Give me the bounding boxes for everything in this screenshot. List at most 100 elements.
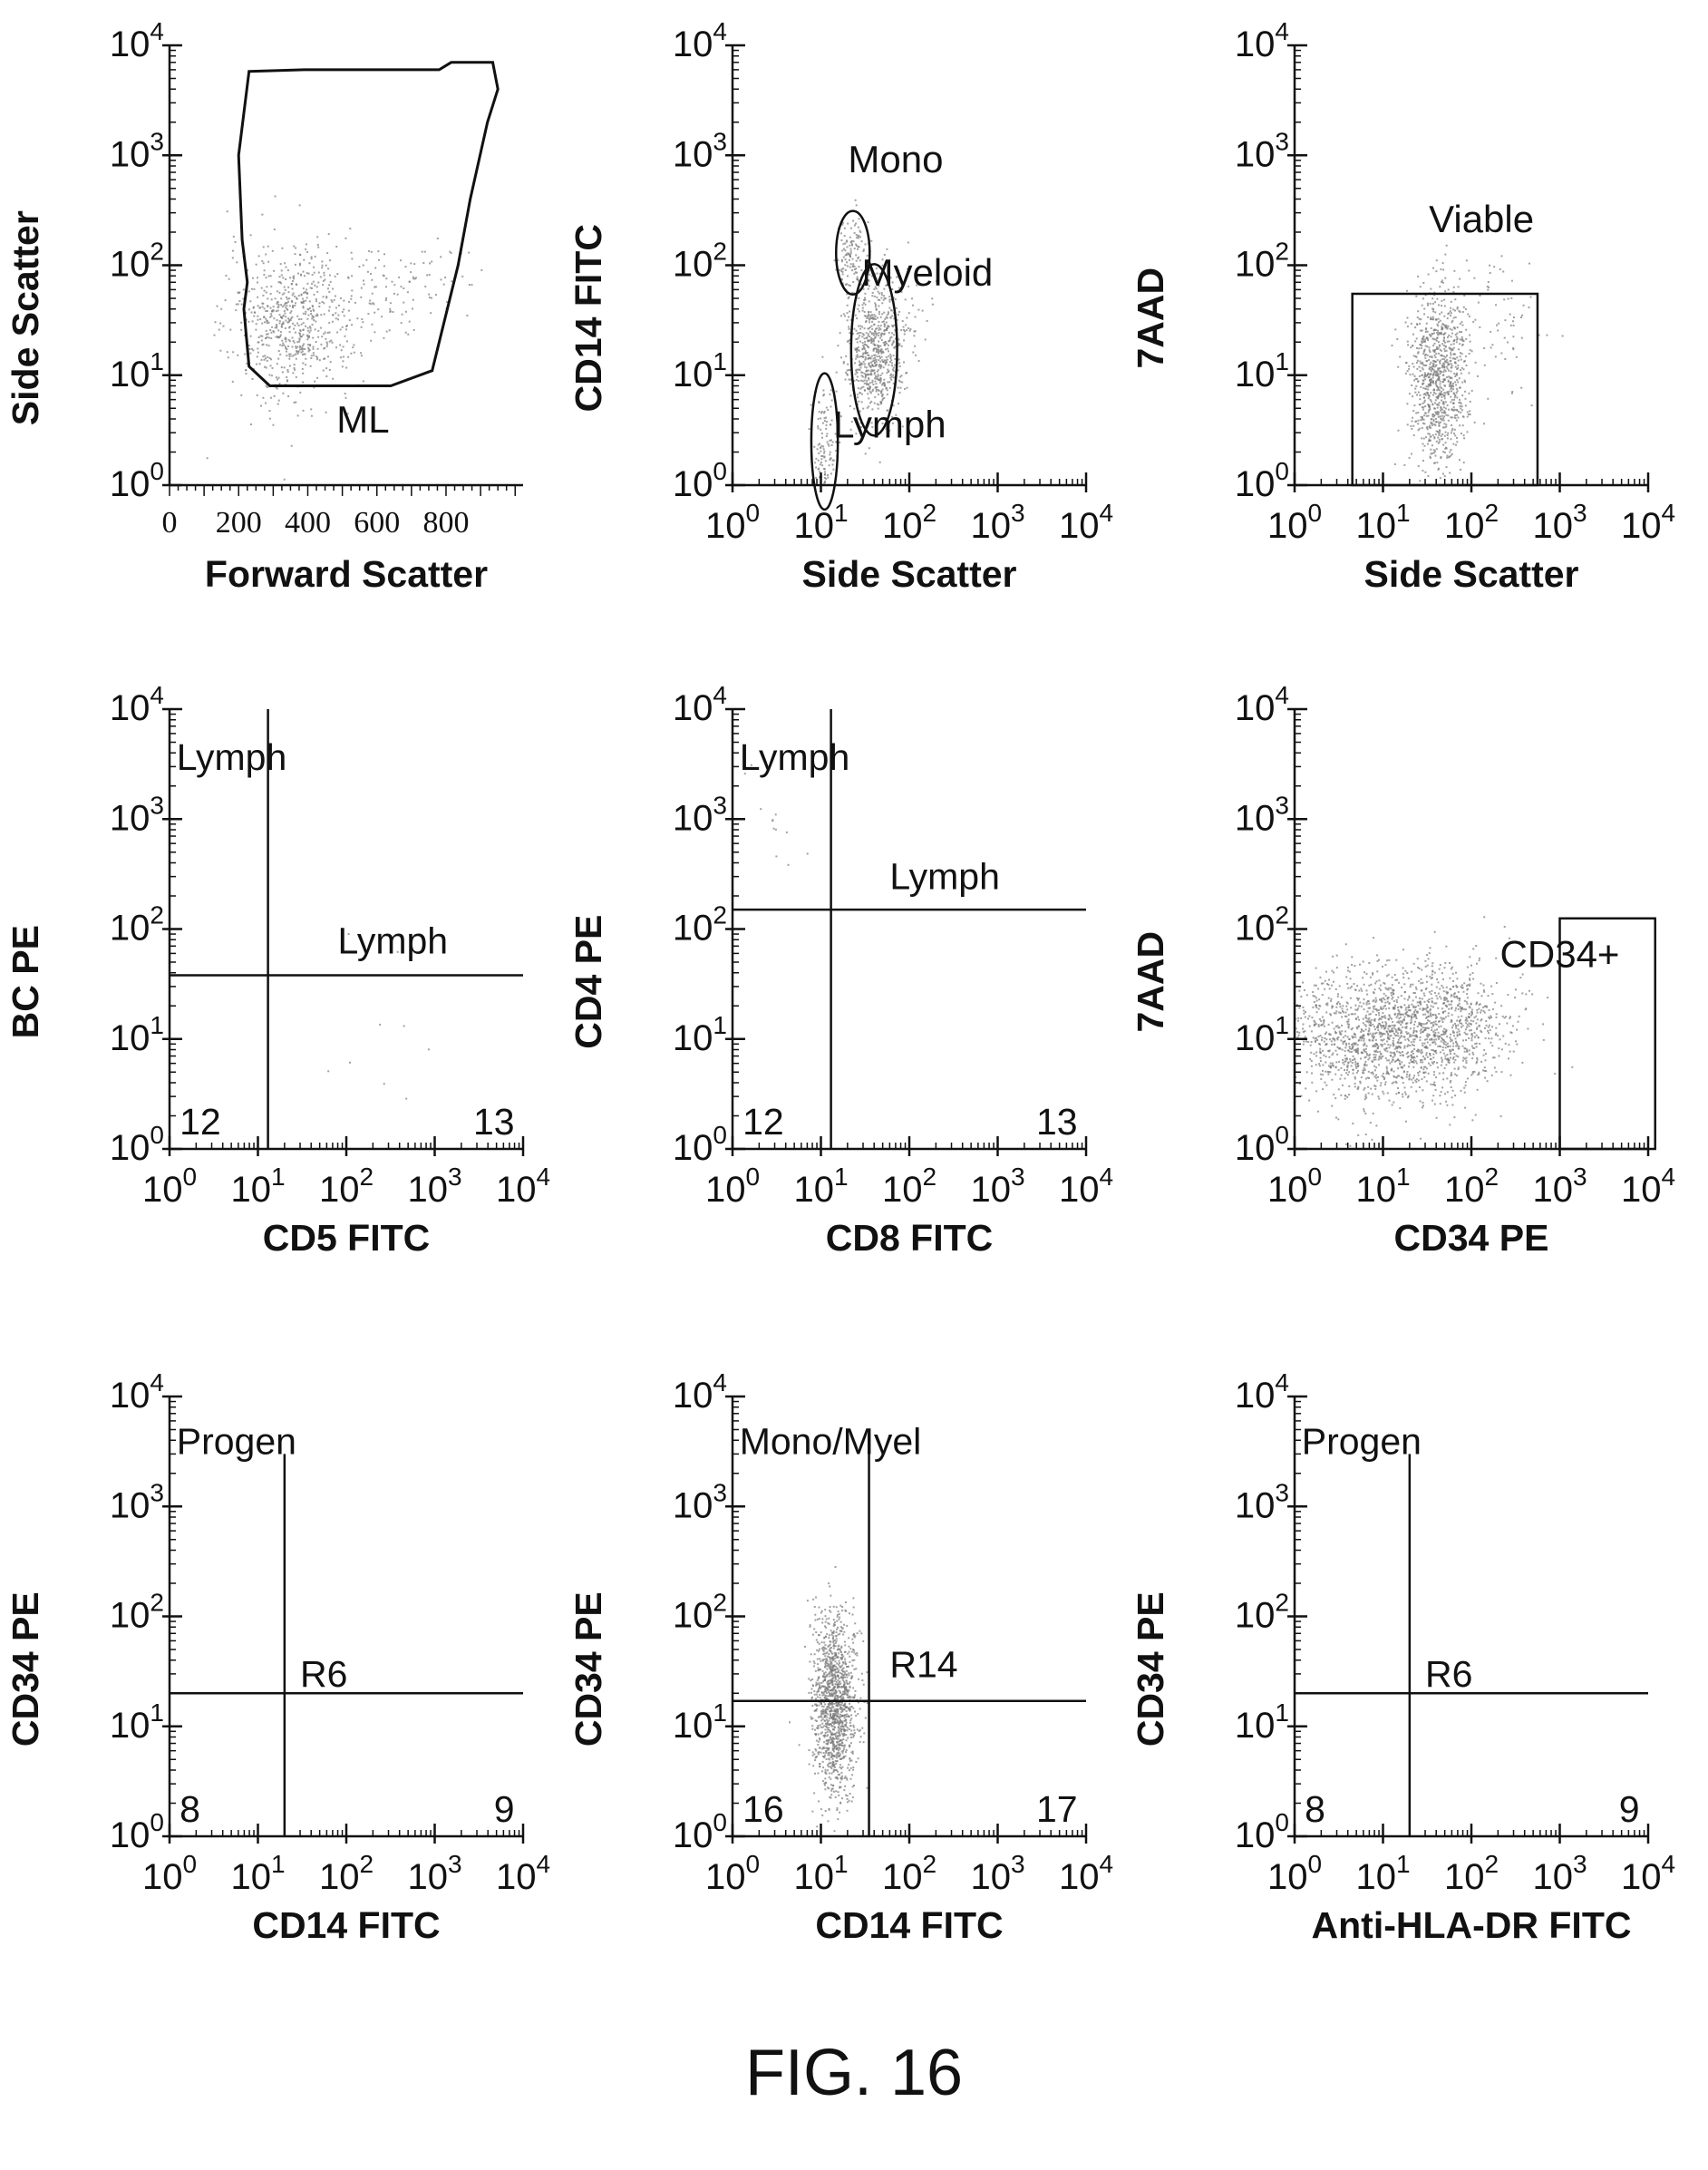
scatter-point <box>1331 1104 1334 1107</box>
scatter-point <box>1447 414 1450 417</box>
scatter-point <box>1427 273 1430 276</box>
scatter-point <box>888 331 890 334</box>
scatter-point <box>1459 468 1461 471</box>
scatter-point <box>1411 1003 1413 1006</box>
scatter-point <box>877 348 879 351</box>
scatter-point <box>383 336 385 339</box>
scatter-point <box>1419 370 1422 372</box>
scatter-point <box>1347 1026 1350 1027</box>
scatter-point <box>1388 1015 1391 1017</box>
scatter-point <box>849 339 851 342</box>
scatter-point <box>1390 1035 1393 1037</box>
scatter-point <box>1382 1007 1384 1010</box>
scatter-point <box>1495 1013 1498 1016</box>
scatter-point <box>1423 349 1426 352</box>
scatter-point <box>1447 1015 1450 1017</box>
scatter-point <box>905 372 907 375</box>
scatter-point <box>1458 309 1461 312</box>
scatter-point <box>876 296 878 298</box>
scatter-point <box>1364 1094 1367 1096</box>
scatter-point <box>1421 375 1423 376</box>
scatter-point <box>1444 1055 1447 1057</box>
scatter-point <box>315 286 318 288</box>
scatter-point <box>332 377 335 380</box>
scatter-point <box>421 250 423 253</box>
scatter-point <box>868 311 869 314</box>
scatter-point <box>1393 1007 1395 1010</box>
scatter-point <box>311 317 314 320</box>
scatter-point <box>887 325 888 327</box>
scatter-point <box>1302 1023 1305 1026</box>
scatter-point <box>1393 1051 1395 1054</box>
scatter-point <box>1322 1023 1325 1026</box>
scatter-point <box>265 402 267 404</box>
scatter-point <box>1372 1032 1374 1035</box>
x-axis-title: Side Scatter <box>1364 553 1579 595</box>
scatter-point <box>1446 1036 1449 1038</box>
scatter-point <box>1439 313 1441 316</box>
scatter-point <box>1397 1008 1400 1011</box>
scatter-point <box>295 353 297 355</box>
scatter-point <box>279 353 282 355</box>
scatter-point <box>1354 1085 1356 1088</box>
scatter-point <box>1431 444 1433 447</box>
scatter-point <box>1325 1038 1328 1041</box>
scatter-point <box>1421 342 1423 344</box>
scatter-point <box>321 301 324 303</box>
scatter-point <box>1430 373 1432 375</box>
scatter-point <box>1383 1033 1386 1036</box>
scatter-point <box>294 253 296 256</box>
scatter-point <box>285 319 287 322</box>
scatter-point <box>260 339 263 342</box>
scatter-point <box>1377 1058 1380 1061</box>
scatter-point <box>1308 1025 1311 1027</box>
scatter-point <box>1397 1087 1399 1089</box>
scatter-point <box>1426 302 1429 305</box>
scatter-point <box>872 343 875 345</box>
scatter-point <box>1440 409 1441 412</box>
scatter-point <box>903 361 905 364</box>
scatter-point <box>1330 999 1332 1002</box>
scatter-point <box>1310 1041 1313 1043</box>
scatter-point <box>1427 1010 1430 1013</box>
scatter-point <box>245 312 247 315</box>
scatter-point <box>894 358 897 360</box>
scatter-point <box>855 355 858 357</box>
scatter-point <box>849 404 851 407</box>
quadrant-label: 13 <box>473 1101 515 1143</box>
scatter-point <box>325 341 328 344</box>
scatter-point <box>289 277 292 279</box>
scatter-point <box>1329 1071 1332 1074</box>
scatter-point <box>1434 383 1437 385</box>
scatter-point <box>1393 1075 1395 1077</box>
scatter-point <box>1438 404 1440 406</box>
scatter-point <box>845 240 848 243</box>
scatter-point <box>1441 1018 1443 1021</box>
scatter-point <box>1368 1024 1371 1027</box>
scatter-point <box>1422 1068 1425 1071</box>
scatter-point <box>872 365 875 367</box>
scatter-point <box>1489 1017 1491 1020</box>
scatter-point <box>869 336 871 338</box>
scatter-point <box>846 246 849 248</box>
scatter-point <box>1516 1028 1519 1031</box>
scatter-point <box>348 300 351 303</box>
scatter-point <box>396 293 399 296</box>
scatter-point <box>1354 1065 1357 1067</box>
gate-myeloid <box>849 262 898 437</box>
scatter-point <box>867 374 869 376</box>
scatter-point <box>1403 1064 1406 1066</box>
scatter-point <box>1429 426 1431 429</box>
scatter-point <box>873 344 876 345</box>
scatter-point <box>345 328 347 331</box>
scatter-point <box>859 259 861 262</box>
scatter-point <box>1462 1039 1464 1042</box>
scatter-point <box>383 265 385 268</box>
scatter-point <box>1444 290 1447 293</box>
scatter-point <box>1363 1008 1365 1011</box>
scatter-point <box>1500 352 1503 355</box>
scatter-point <box>1349 1058 1352 1061</box>
y-tick-label: 101 <box>110 347 164 394</box>
scatter-point <box>1344 1015 1346 1017</box>
